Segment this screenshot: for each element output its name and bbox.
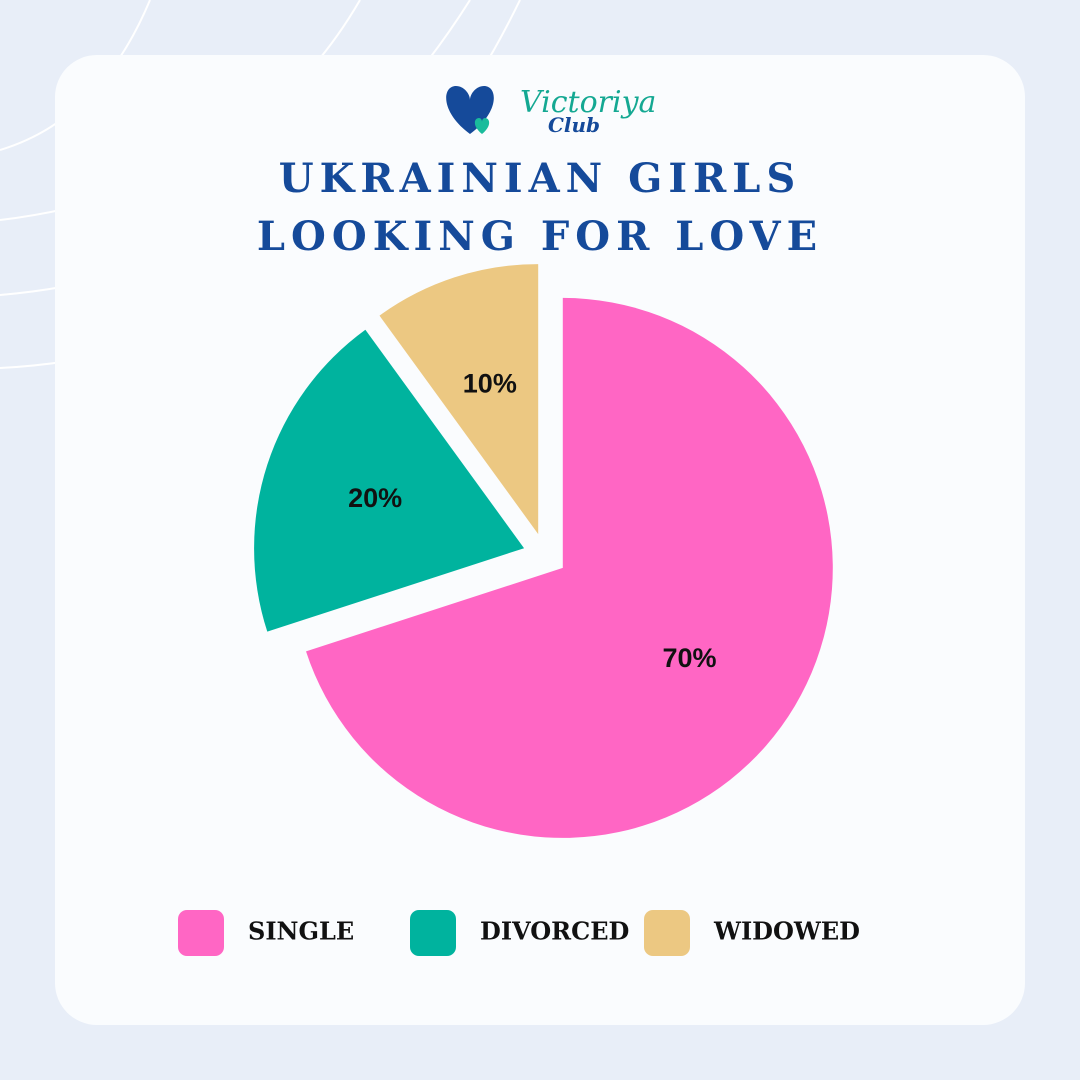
legend-label: DIVORCED xyxy=(480,917,629,946)
legend-swatch xyxy=(178,910,224,956)
value-label: 20% xyxy=(348,483,402,513)
logo-text: Club xyxy=(548,113,600,137)
legend-label: WIDOWED xyxy=(713,917,860,946)
pie-slice xyxy=(306,297,833,838)
value-label: 10% xyxy=(463,368,517,398)
legend-swatch xyxy=(644,910,690,956)
pie-slice xyxy=(254,329,525,632)
chart-title: UKRAINIAN GIRLS LOOKING FOR LOVE xyxy=(256,155,824,260)
legend-label: SINGLE xyxy=(248,917,354,946)
pie-slice xyxy=(379,264,539,535)
value-label: 70% xyxy=(662,643,716,673)
logo-text: Victoriya xyxy=(520,85,656,120)
legend-swatch xyxy=(410,910,456,956)
logo-heart-small xyxy=(474,118,490,134)
card xyxy=(55,55,1025,1025)
